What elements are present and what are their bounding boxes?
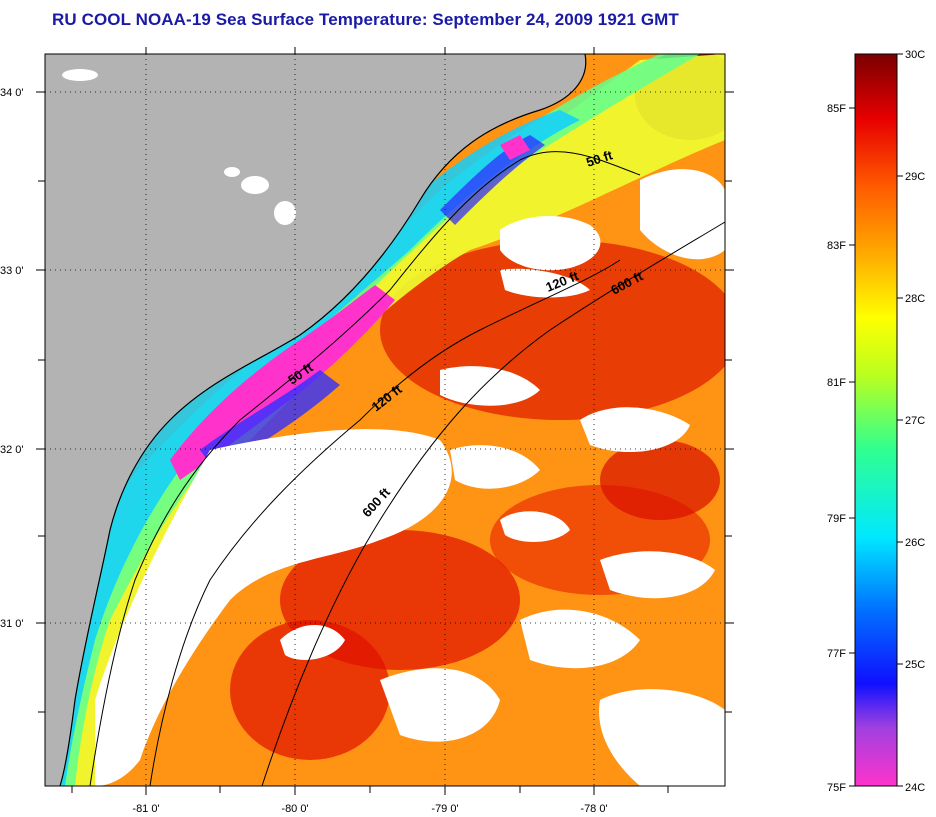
colorbar-f-label: 77F	[827, 648, 846, 660]
colorbar-f-label: 79F	[827, 513, 846, 525]
colorbar-f-label: 81F	[827, 377, 846, 389]
lat-tick-label: 33 0'	[0, 265, 24, 277]
lat-tick-label: 34 0'	[0, 87, 24, 99]
lon-tick-label: -78 0'	[580, 803, 607, 815]
inland-lake	[241, 176, 269, 194]
chart-title: RU COOL NOAA-19 Sea Surface Temperature:…	[52, 10, 679, 29]
isobath-50ft	[89, 151, 641, 787]
colorbar-c-label: 28C	[905, 293, 925, 305]
lon-tick-label: -80 0'	[281, 803, 308, 815]
lat-tick-label: 31 0'	[0, 618, 24, 630]
lat-tick-label: 32 0'	[0, 444, 24, 456]
cloud-mask-1	[500, 215, 601, 271]
graticule	[45, 54, 725, 786]
cold-upwelling-patch	[170, 285, 395, 480]
land-mass	[45, 54, 586, 786]
map-frame	[44, 53, 726, 787]
cloud-mask-2	[640, 169, 725, 260]
lon-tick-label: -79 0'	[431, 803, 458, 815]
colorbar-f-label: 85F	[827, 103, 846, 115]
colorbar-c-label: 26C	[905, 537, 925, 549]
cloud-mask-shelf	[95, 429, 452, 786]
colorbar-c-label: 27C	[905, 415, 925, 427]
colorbar-c-label: 25C	[905, 659, 925, 671]
inland-lake	[274, 201, 296, 225]
colorbar-f-label: 83F	[827, 240, 846, 252]
sst-map	[45, 54, 725, 786]
colorbar-c-label: 29C	[905, 171, 925, 183]
shelf-water-band	[45, 54, 725, 786]
lon-tick-label: -81 0'	[132, 803, 159, 815]
colorbar: 85F 83F 81F 79F 77F 75F 30C 29C 28C 27C …	[827, 49, 925, 794]
inland-lake	[62, 69, 98, 81]
isobath-600ft	[261, 221, 726, 787]
colorbar-c-label: 24C	[905, 782, 925, 794]
colorbar-c-label: 30C	[905, 49, 925, 61]
axis-ticks	[36, 47, 734, 795]
nearshore-cyan	[45, 110, 580, 786]
colorbar-gradient	[854, 53, 898, 787]
colorbar-f-label: 75F	[827, 782, 846, 794]
coastline	[59, 54, 587, 786]
isobath-120ft	[149, 259, 621, 787]
